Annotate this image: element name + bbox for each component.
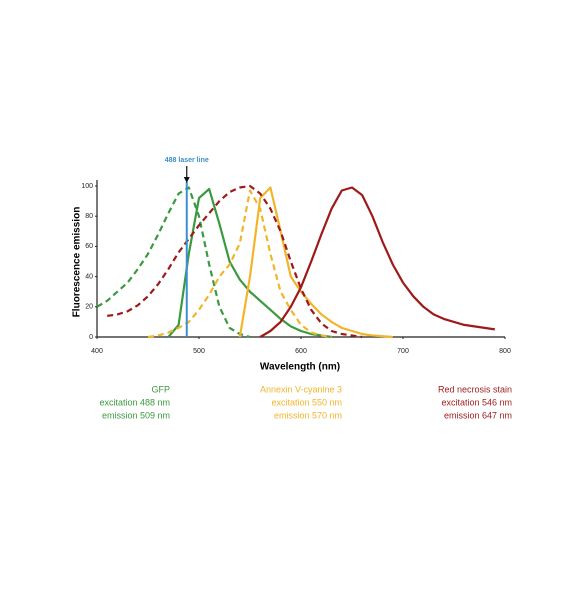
legend-text: Annexin V-cyanine 3 (260, 384, 342, 394)
y-axis-label: Fluorescence emission (72, 207, 83, 318)
excitation-line (96, 186, 251, 339)
legend-text: excitation 550 nm (271, 397, 342, 407)
y-tick-label: 0 (89, 334, 93, 341)
y-tick-label: 40 (85, 273, 93, 280)
y-tick-label: 20 (85, 304, 93, 311)
legend-text: Red necrosis stain (438, 384, 512, 394)
x-tick-label: 500 (193, 348, 205, 355)
arrow-head (183, 177, 190, 183)
legend-text: excitation 546 nm (441, 397, 512, 407)
x-tick-label: 700 (397, 348, 409, 355)
annotation: 488 laser line (165, 157, 209, 164)
excitation-line (147, 189, 332, 339)
legend-text: excitation 488 nm (99, 397, 170, 407)
emission-line (167, 187, 332, 339)
x-tick-label: 600 (295, 348, 307, 355)
y-tick-label: 60 (85, 243, 93, 250)
x-axis-label: Wavelength (nm) (260, 362, 340, 373)
legend-text: emission 509 nm (102, 410, 170, 420)
emission-line (259, 186, 495, 338)
excitation-line (107, 184, 363, 339)
legend-text: emission 570 nm (274, 410, 342, 420)
y-tick-label: 100 (81, 183, 93, 190)
emission-line (238, 186, 393, 339)
legend-text: emission 647 nm (444, 410, 512, 420)
x-tick-label: 400 (91, 348, 103, 355)
y-tick-label: 80 (85, 213, 93, 220)
legend-text: GFP (151, 384, 170, 394)
x-tick-label: 800 (499, 348, 511, 355)
